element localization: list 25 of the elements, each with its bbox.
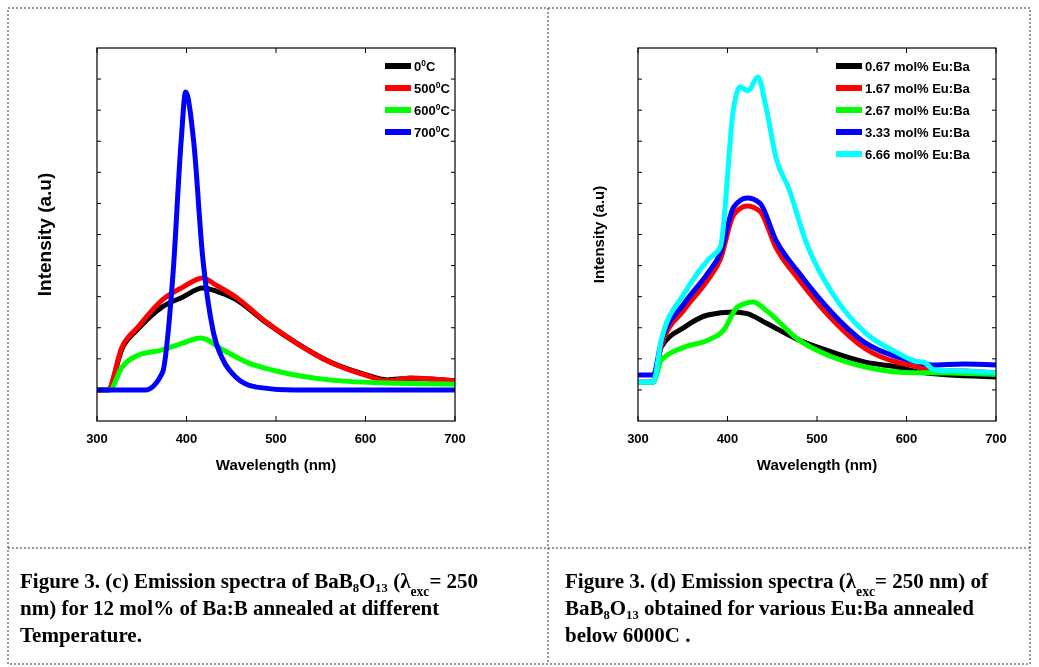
legend-label: 0.67 mol% Eu:Ba [865, 59, 971, 74]
x-tick-label: 300 [627, 431, 649, 446]
x-tick-label: 400 [716, 431, 739, 446]
x-tick-label: 500 [265, 431, 287, 446]
legend-label: 1.67 mol% Eu:Ba [865, 81, 971, 96]
y-axis-title: Intensity (a.u) [590, 185, 607, 284]
legend-label: 6.66 mol% Eu:Ba [865, 147, 971, 162]
x-tick-label: 400 [175, 431, 198, 446]
caption: Figure 3. (d) Emission spectra (λ$_{exc}$= 250 nm) of BaB₈O₁₃ obtained for various Eu:Ba annealed below 6000C . [565, 569, 989, 647]
legend-label: 700$^{0}$C [414, 124, 451, 140]
x-axis-title: Wavelength (nm) [215, 456, 337, 473]
legend-label: 3.33 mol% Eu:Ba [865, 125, 971, 140]
x-tick-label: 300 [86, 431, 108, 446]
x-tick-label: 700 [985, 431, 1007, 446]
x-tick-label: 500 [806, 431, 828, 446]
y-axis-title: Intensity (a.u) [34, 172, 55, 297]
x-tick-label: 600 [354, 431, 377, 446]
caption: Figure 3. (c) Emission spectra of BaB₈O₁₃ (λ$_{exc}$= 250 nm) for 12 mol% of Ba:B annealed at different Temperature. [20, 569, 479, 647]
legend-label: 600$^{0}$C [414, 102, 451, 118]
x-axis-title: Wavelength (nm) [756, 456, 878, 473]
x-tick-label: 700 [444, 431, 466, 446]
legend-label: 500$^{0}$C [414, 80, 451, 96]
legend-label: 0$^{0}$C [414, 58, 436, 74]
legend-label: 2.67 mol% Eu:Ba [865, 103, 971, 118]
x-tick-label: 600 [895, 431, 918, 446]
